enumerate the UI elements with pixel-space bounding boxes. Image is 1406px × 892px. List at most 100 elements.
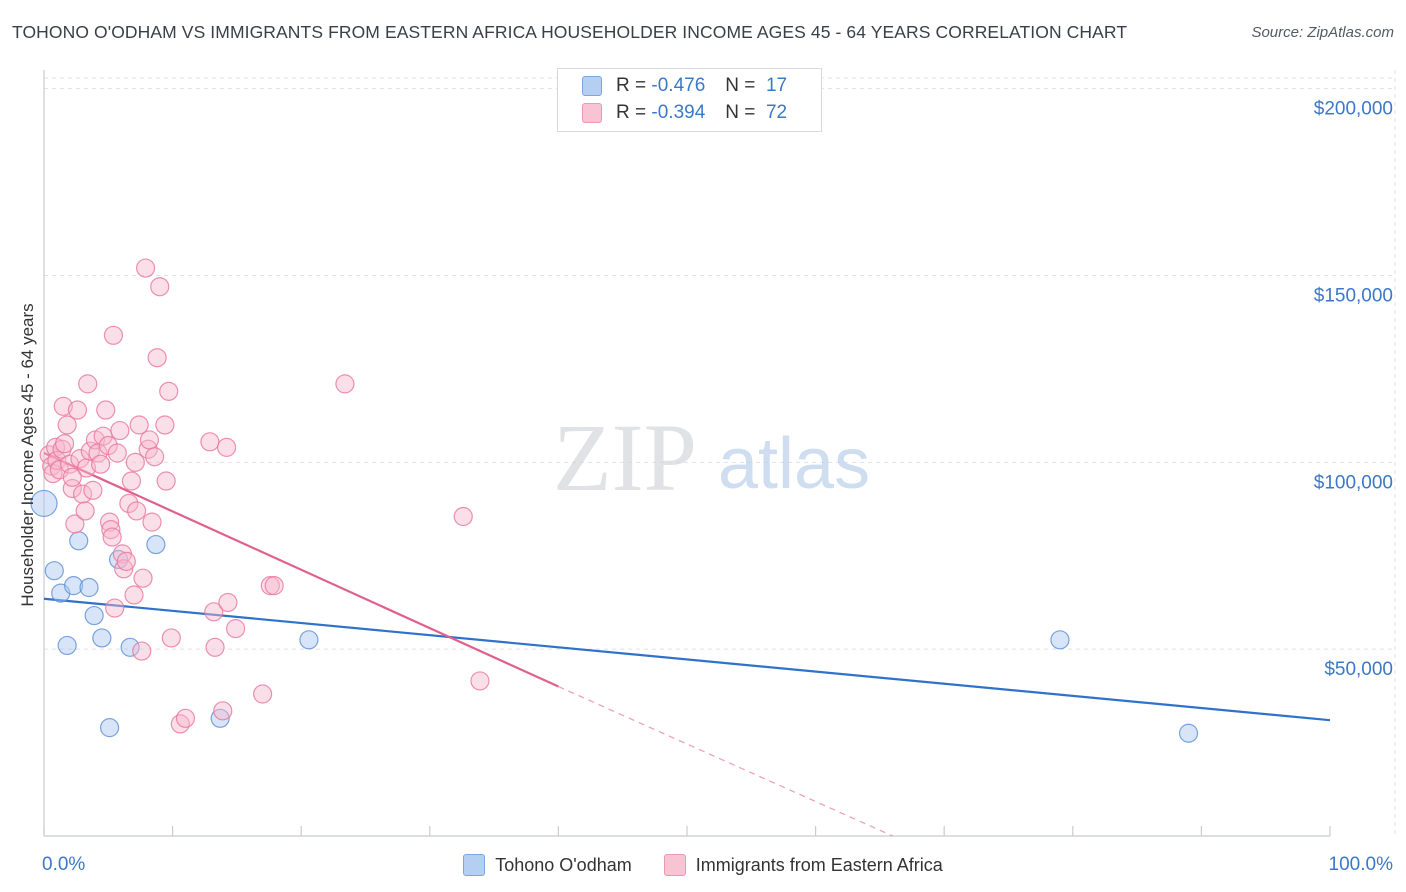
eastern-africa-point bbox=[90, 454, 111, 474]
eastern-africa-point bbox=[200, 432, 220, 452]
legend-r-value: -0.394 bbox=[651, 102, 706, 123]
y-axis-label: Householder Income Ages 45 - 64 years bbox=[18, 303, 37, 607]
tohono-point bbox=[84, 605, 104, 626]
tohono-point bbox=[210, 708, 230, 728]
tohono-point bbox=[57, 635, 77, 656]
eastern-africa-point bbox=[116, 551, 136, 571]
eastern-africa-point bbox=[75, 501, 95, 521]
eastern-africa-point bbox=[135, 258, 156, 278]
eastern-africa-point bbox=[213, 701, 233, 721]
eastern-africa-point bbox=[72, 484, 93, 504]
legend-n-label: N = bbox=[725, 75, 756, 96]
eastern-africa-point bbox=[129, 415, 149, 435]
eastern-africa-point bbox=[53, 396, 73, 416]
legend-r-label: R = bbox=[616, 102, 647, 123]
eastern-africa-point bbox=[125, 452, 145, 472]
tohono-point bbox=[299, 630, 319, 650]
tohono-point bbox=[44, 561, 64, 581]
eastern-africa-point bbox=[70, 449, 90, 469]
legend-n-label: N = bbox=[725, 102, 756, 123]
legend-row-eastern-africa: R = -0.394 N = 72 bbox=[582, 101, 787, 125]
eastern-africa-point bbox=[62, 467, 82, 487]
eastern-africa-point bbox=[159, 381, 179, 401]
eastern-africa-point bbox=[144, 447, 165, 467]
y-tick-label: $50,000 bbox=[1324, 659, 1393, 680]
legend-row-tohono: R = -0.476 N = 17 bbox=[582, 74, 787, 98]
eastern-africa-point bbox=[142, 512, 162, 532]
legend-r-value: -0.476 bbox=[651, 75, 706, 96]
eastern-africa-point bbox=[101, 519, 121, 540]
series-legend-eastern-africa[interactable]: Immigrants from Eastern Africa bbox=[663, 854, 943, 876]
eastern-africa-point bbox=[133, 568, 153, 588]
series-swatch-pink bbox=[663, 854, 686, 876]
eastern-africa-point bbox=[62, 478, 82, 499]
legend-r-label: R = bbox=[616, 75, 647, 96]
series-name-tohono: Tohono O'odham bbox=[495, 854, 632, 875]
eastern-africa-point bbox=[105, 598, 125, 618]
eastern-africa-point bbox=[253, 684, 273, 704]
trend-lines bbox=[43, 451, 1331, 837]
series-legend-tohono[interactable]: Tohono O'odham bbox=[463, 854, 632, 876]
watermark: ZIP atlas bbox=[553, 404, 870, 511]
eastern-africa-point bbox=[147, 348, 167, 368]
watermark-atlas: atlas bbox=[718, 424, 870, 504]
eastern-africa-point bbox=[470, 671, 490, 691]
series-legend: Tohono O'odham Immigrants from Eastern A… bbox=[0, 851, 1406, 879]
legend-swatch-pink bbox=[582, 103, 602, 123]
eastern-africa-point bbox=[107, 443, 127, 463]
y-tick-label: $100,000 bbox=[1314, 472, 1393, 493]
eastern-africa-point bbox=[124, 585, 144, 605]
legend-n-value: 72 bbox=[765, 102, 788, 123]
eastern-africa-point bbox=[96, 400, 116, 420]
eastern-africa-point bbox=[335, 374, 355, 394]
tohono-point bbox=[69, 531, 89, 551]
series-name-eastern-africa: Immigrants from Eastern Africa bbox=[695, 854, 943, 875]
chart-title: TOHONO O'ODHAM VS IMMIGRANTS FROM EASTER… bbox=[12, 22, 1128, 42]
eastern-africa-point bbox=[150, 277, 170, 297]
eastern-africa-trend-line bbox=[43, 451, 559, 688]
eastern-africa-point bbox=[217, 437, 237, 457]
y-tick-label: $200,000 bbox=[1314, 99, 1393, 120]
eastern-africa-point bbox=[155, 415, 175, 435]
eastern-africa-point bbox=[114, 559, 134, 579]
eastern-africa-point bbox=[161, 628, 181, 648]
eastern-africa-point bbox=[99, 512, 120, 532]
watermark-zip: ZIP bbox=[553, 404, 697, 511]
tohono-point bbox=[92, 628, 112, 648]
eastern-africa-point bbox=[226, 619, 246, 639]
tohono-point bbox=[146, 534, 166, 555]
eastern-africa-point bbox=[102, 527, 122, 547]
tohono-trend-line bbox=[43, 597, 1331, 722]
legend-n-value: 17 bbox=[765, 75, 788, 96]
eastern-africa-point bbox=[453, 506, 473, 527]
eastern-africa-point bbox=[132, 641, 152, 661]
eastern-africa-point bbox=[110, 420, 130, 441]
eastern-africa-point bbox=[57, 415, 77, 435]
eastern-africa-point bbox=[204, 602, 224, 622]
eastern-africa-point bbox=[175, 708, 196, 728]
eastern-africa-point bbox=[205, 637, 225, 657]
tohono-point bbox=[120, 637, 140, 657]
y-tick-label: $150,000 bbox=[1314, 286, 1393, 307]
eastern-africa-point bbox=[139, 430, 160, 450]
eastern-africa-point bbox=[103, 325, 124, 345]
tohono-point bbox=[99, 718, 120, 738]
source-label: Source: ZipAtlas.com bbox=[1251, 24, 1394, 41]
eastern-africa-point bbox=[264, 576, 284, 596]
eastern-africa-point bbox=[119, 493, 139, 514]
x-tick-label-start: 0.0% bbox=[42, 854, 85, 875]
tohono-point bbox=[30, 489, 58, 518]
correlation-legend: R = -0.476 N = 17 R = -0.394 N = 72 bbox=[557, 68, 822, 132]
eastern-africa-point bbox=[170, 714, 190, 734]
eastern-africa-point bbox=[83, 480, 103, 500]
tohono-point bbox=[79, 577, 99, 598]
tohono-point bbox=[1178, 723, 1199, 743]
eastern-africa-point bbox=[78, 374, 98, 394]
legend-swatch-blue bbox=[582, 76, 602, 96]
eastern-africa-point bbox=[126, 501, 147, 521]
eastern-africa-point bbox=[80, 441, 100, 461]
tohono-point bbox=[1050, 630, 1070, 650]
eastern-africa-trend-extension bbox=[558, 685, 894, 837]
eastern-africa-point bbox=[156, 471, 176, 491]
